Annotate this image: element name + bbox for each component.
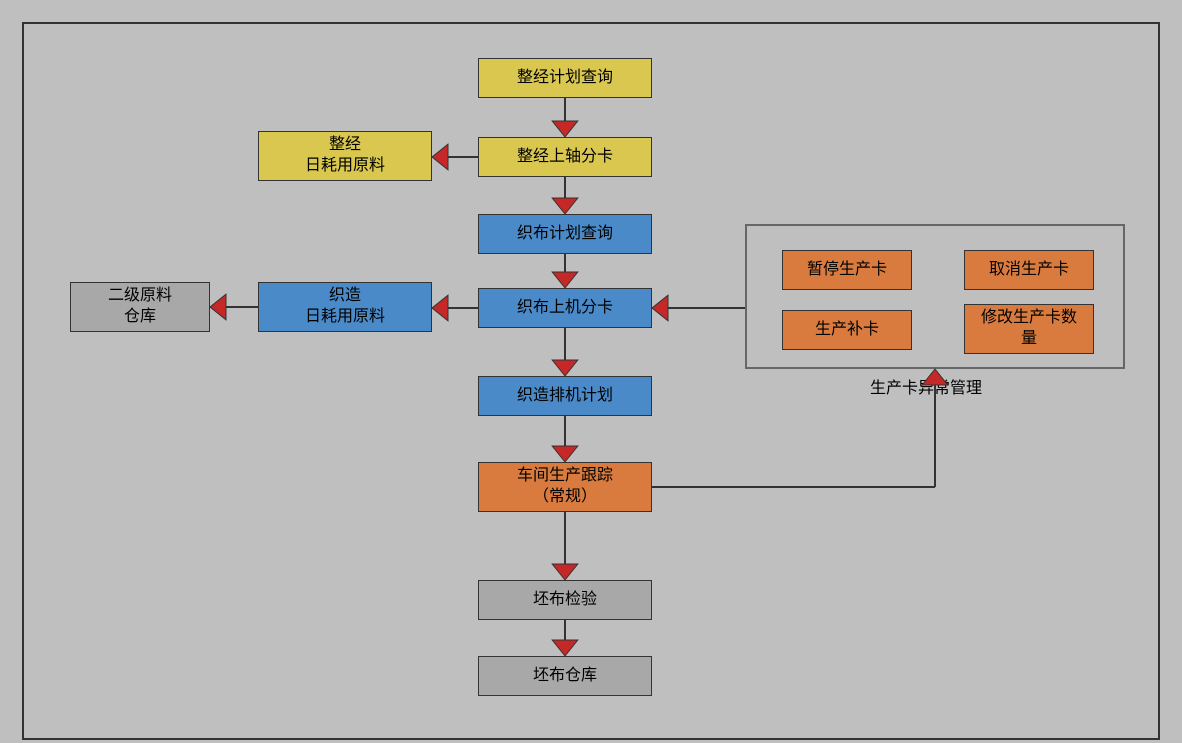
node-n1: 整经计划查询 [478, 58, 652, 98]
node-label: 坯布检验 [533, 590, 597, 611]
node-label: 整经计划查询 [517, 68, 613, 89]
node-n2: 整经上轴分卡 [478, 137, 652, 177]
node-n7: 二级原料 仓库 [70, 282, 210, 332]
node-n9: 车间生产跟踪 （常规） [478, 462, 652, 512]
node-label: 车间生产跟踪 （常规） [517, 466, 613, 508]
node-label: 整经 日耗用原料 [305, 135, 385, 177]
group-exception-mgmt [745, 224, 1125, 369]
node-label: 整经上轴分卡 [517, 147, 613, 168]
node-label: 织造 日耗用原料 [305, 286, 385, 328]
node-label: 织布计划查询 [517, 224, 613, 245]
node-n4: 织布计划查询 [478, 214, 652, 254]
node-n8: 织造排机计划 [478, 376, 652, 416]
node-n6: 织造 日耗用原料 [258, 282, 432, 332]
node-label: 二级原料 仓库 [108, 286, 172, 328]
node-n10: 坯布检验 [478, 580, 652, 620]
node-n3: 整经 日耗用原料 [258, 131, 432, 181]
flowchart-canvas: 整经计划查询整经上轴分卡 整经 日耗用原料织布计划查询织布上机分卡 织造 日耗用原料… [22, 22, 1160, 740]
node-n5: 织布上机分卡 [478, 288, 652, 328]
node-n11: 坯布仓库 [478, 656, 652, 696]
node-label: 坯布仓库 [533, 666, 597, 687]
node-label: 织布上机分卡 [517, 298, 613, 319]
node-label: 织造排机计划 [517, 386, 613, 407]
group-label: 生产卡异常管理 [870, 374, 982, 398]
